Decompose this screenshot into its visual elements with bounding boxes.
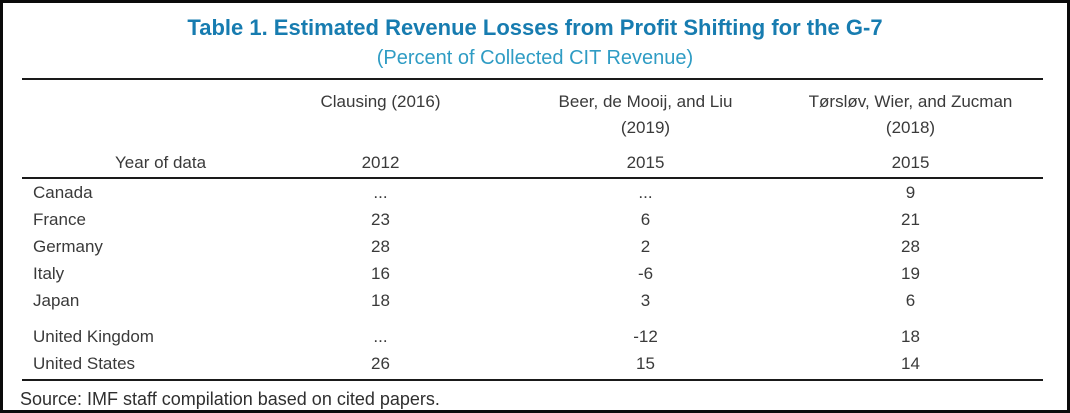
table-row-germany: Germany 28 2 28 bbox=[3, 233, 1067, 260]
cell-value: 14 bbox=[901, 353, 920, 373]
divider-top bbox=[22, 78, 1043, 80]
cell-value: 9 bbox=[905, 182, 916, 202]
table-row-united-kingdom: United Kingdom ... -12 18 bbox=[3, 323, 1067, 350]
column-header-label-line2: (2018) bbox=[885, 118, 936, 137]
table-row-canada: Canada ... ... 9 bbox=[3, 179, 1067, 206]
column-header-label: Beer, de Mooij, and Liu bbox=[558, 92, 733, 111]
cell-value: 6 bbox=[640, 209, 651, 229]
year-value-clausing: 2012 bbox=[361, 153, 400, 172]
table-row-united-states: United States 26 15 14 bbox=[3, 350, 1067, 377]
cell-value: ... bbox=[638, 182, 653, 202]
cell-value: 23 bbox=[371, 209, 390, 229]
cell-value: 28 bbox=[901, 236, 920, 256]
cell-value: 28 bbox=[371, 236, 390, 256]
year-of-data-label: Year of data bbox=[115, 153, 207, 172]
country-name: Canada bbox=[33, 182, 93, 202]
country-name: United Kingdom bbox=[33, 326, 154, 346]
year-of-data-row: Year of data 2012 2015 2015 bbox=[3, 144, 1067, 176]
column-header-label: Tørsløv, Wier, and Zucman bbox=[808, 92, 1013, 111]
year-value-torslov: 2015 bbox=[891, 153, 930, 172]
country-name: France bbox=[33, 209, 86, 229]
column-header-label-line2 bbox=[248, 115, 513, 141]
year-value-beer: 2015 bbox=[626, 153, 665, 172]
cell-value: 26 bbox=[371, 353, 390, 373]
column-header-clausing: Clausing (2016) bbox=[248, 89, 513, 144]
table-title: Table 1. Estimated Revenue Losses from P… bbox=[187, 15, 883, 40]
cell-value: 16 bbox=[371, 263, 390, 283]
column-header-row: Clausing (2016) Beer, de Mooij, and Liu … bbox=[3, 80, 1067, 144]
cell-value: -12 bbox=[633, 326, 658, 346]
column-header-beer: Beer, de Mooij, and Liu (2019) bbox=[513, 89, 778, 144]
table-row-japan: Japan 18 3 6 bbox=[3, 287, 1067, 314]
column-header-label: Clausing (2016) bbox=[320, 92, 441, 111]
country-name: Japan bbox=[33, 290, 80, 310]
cell-value: ... bbox=[373, 326, 388, 346]
cell-value: -6 bbox=[637, 263, 654, 283]
country-name: Germany bbox=[33, 236, 103, 256]
cell-value: 19 bbox=[901, 263, 920, 283]
table-row-italy: Italy 16 -6 19 bbox=[3, 260, 1067, 287]
divider-header bbox=[22, 177, 1043, 179]
divider-bottom bbox=[22, 379, 1043, 381]
cell-value: 21 bbox=[901, 209, 920, 229]
cell-value: 2 bbox=[640, 236, 651, 256]
column-header-label-line2: (2019) bbox=[620, 118, 671, 137]
table-subtitle: (Percent of Collected CIT Revenue) bbox=[376, 47, 694, 69]
table-row-france: France 23 6 21 bbox=[3, 206, 1067, 233]
cell-value: ... bbox=[373, 182, 388, 202]
header-spacer bbox=[22, 89, 248, 144]
cell-value: 15 bbox=[636, 353, 655, 373]
source-note: Source: IMF staff compilation based on c… bbox=[20, 389, 440, 409]
cell-value: 3 bbox=[640, 290, 651, 310]
column-header-torslov: Tørsløv, Wier, and Zucman (2018) bbox=[778, 89, 1043, 144]
cell-value: 6 bbox=[905, 290, 916, 310]
cell-value: 18 bbox=[901, 326, 920, 346]
cell-value: 18 bbox=[371, 290, 390, 310]
country-name: United States bbox=[33, 353, 136, 373]
country-name: Italy bbox=[33, 263, 65, 283]
